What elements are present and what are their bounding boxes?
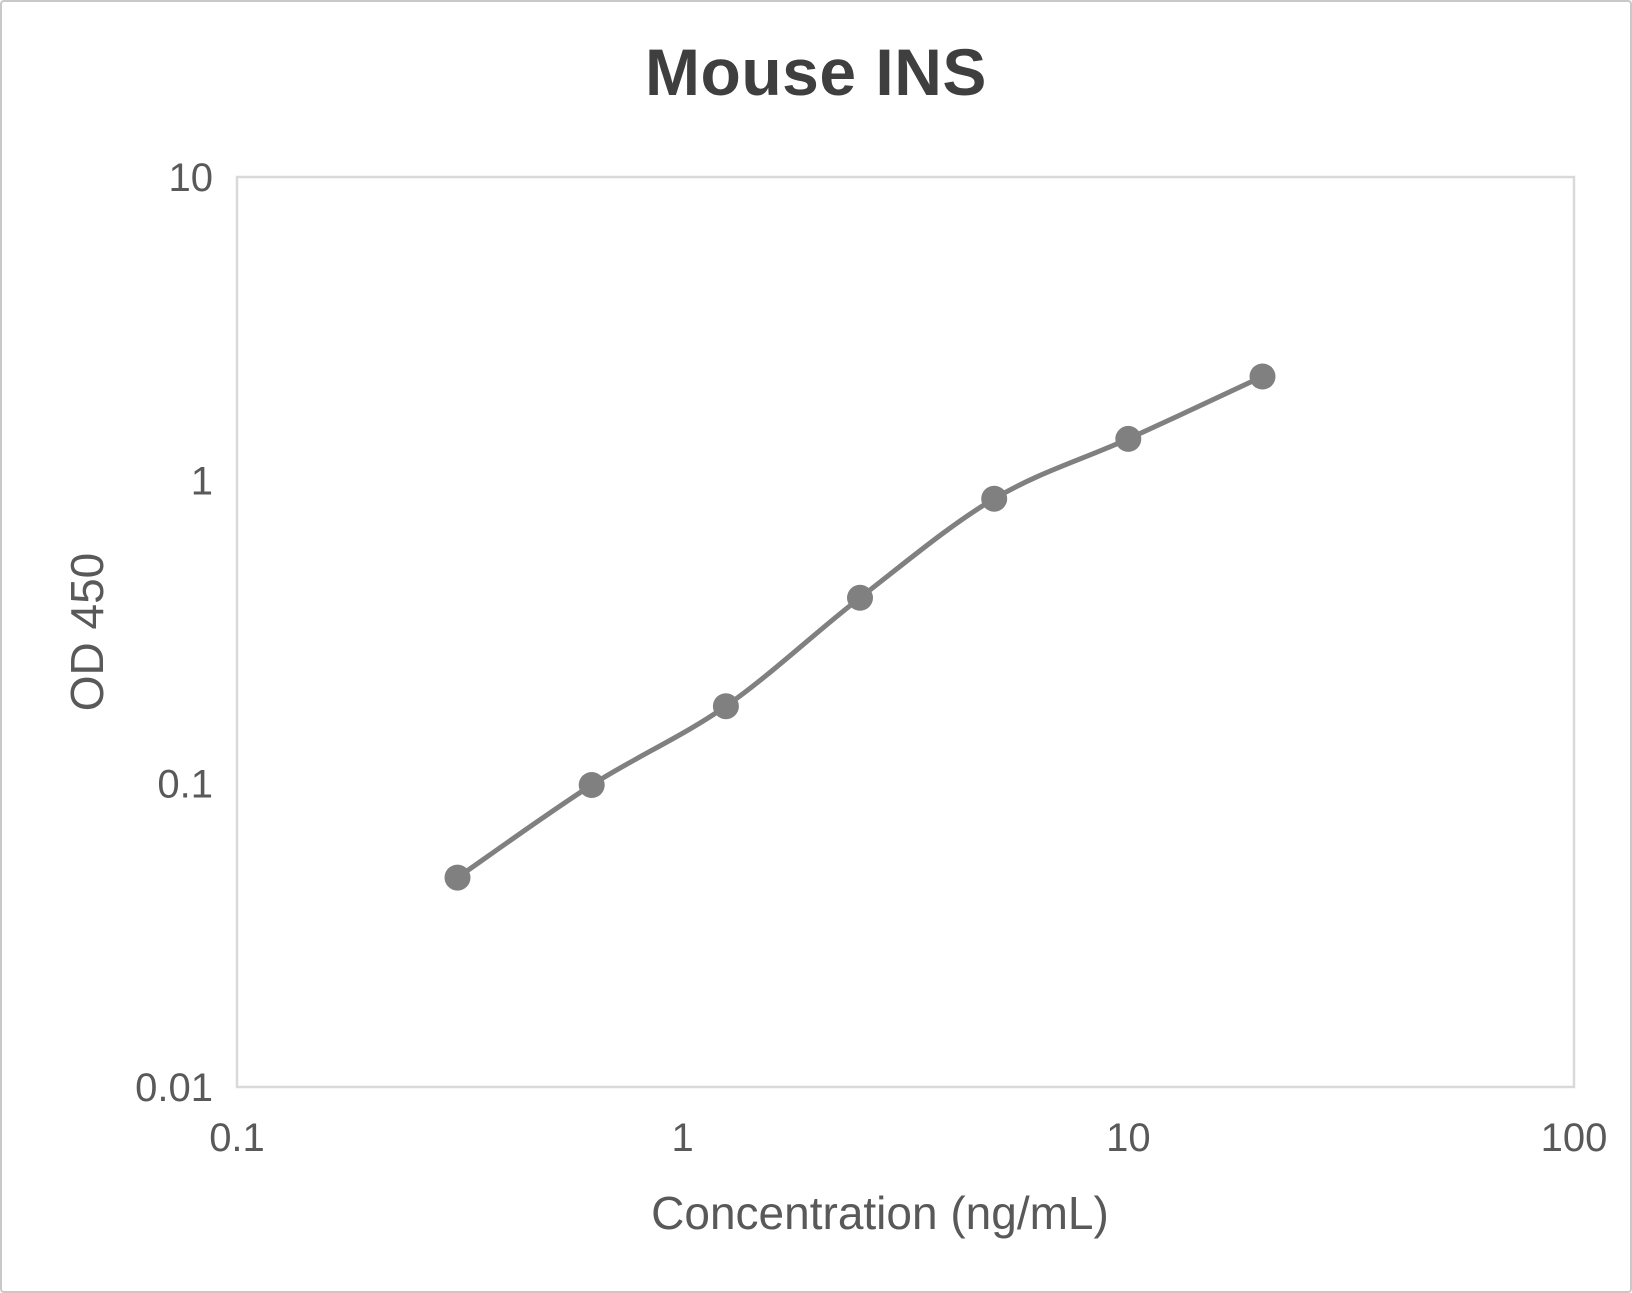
- x-tick-label: 0.1: [209, 1116, 265, 1160]
- y-tick-label: 10: [169, 156, 214, 200]
- data-point[interactable]: [981, 485, 1008, 512]
- x-tick-label: 1: [672, 1116, 694, 1160]
- data-point[interactable]: [578, 772, 605, 798]
- data-point[interactable]: [444, 864, 471, 891]
- data-point[interactable]: [1115, 425, 1142, 452]
- plot-area-border: [235, 175, 1576, 1089]
- x-tick-label: 100: [1541, 1116, 1608, 1160]
- x-axis-title: Concentration (ng/mL): [651, 1187, 1109, 1239]
- data-point[interactable]: [847, 584, 873, 611]
- series-line: [455, 374, 1265, 881]
- data-point[interactable]: [1249, 363, 1276, 390]
- y-tick-label: 1: [191, 459, 213, 503]
- y-tick-label: 0.1: [157, 763, 213, 807]
- y-tick-label: 0.01: [135, 1066, 213, 1110]
- chart-title: Mouse INS: [645, 35, 987, 109]
- data-point[interactable]: [712, 693, 739, 720]
- x-tick-label: 10: [1106, 1116, 1151, 1160]
